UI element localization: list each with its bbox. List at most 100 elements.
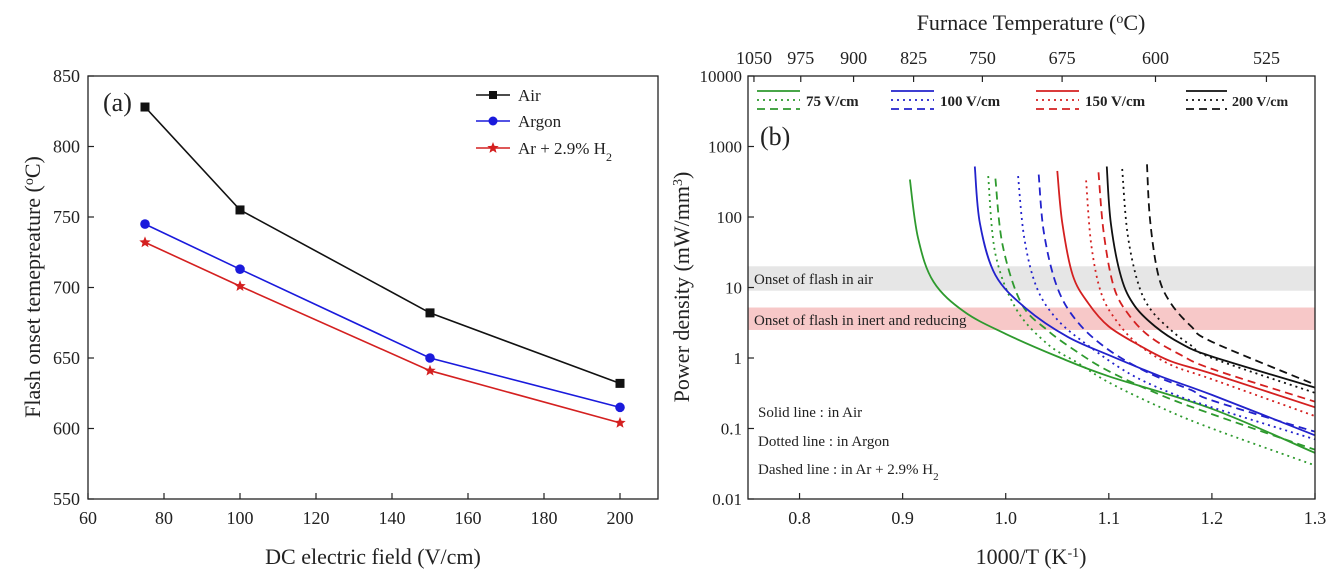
y-tick-label: 600 xyxy=(53,419,80,439)
field-legend-150: 150 V/cm xyxy=(1036,90,1146,110)
x-tick-label: 1.0 xyxy=(994,508,1017,528)
top-tick-label: 975 xyxy=(787,48,814,68)
top-tick-label: 750 xyxy=(969,48,996,68)
y-tick-label: 100 xyxy=(717,208,743,227)
legend-marker-ar-h2 xyxy=(487,142,499,153)
data-point-air xyxy=(425,308,435,318)
data-point-ar-2-9-h2 xyxy=(614,416,626,428)
field-legend-200: 200 V/cm xyxy=(1186,90,1288,110)
panel-b: 0.8 0.9 1.0 1.1 1.2 1.3 0.01 0.1 1 10 100 1000 10000… xyxy=(669,10,1326,569)
curve-150-v-cm-air xyxy=(1056,170,1315,409)
style-note-dashed: Dashed line : in Ar + 2.9% H2 xyxy=(758,462,939,483)
legend-label-air: Air xyxy=(518,86,541,105)
panel-b-field-legend: 75 V/cm 100 V/cm 150 V/cm 200 V/cm xyxy=(757,90,1288,110)
y-tick-label: 700 xyxy=(53,278,80,298)
field-legend-100: 100 V/cm xyxy=(891,90,1001,110)
y-tick-label: 10 xyxy=(725,279,742,298)
data-point-air xyxy=(235,205,245,215)
y-tick-label: 10000 xyxy=(700,67,743,86)
x-tick-label: 80 xyxy=(155,508,173,528)
data-point-air xyxy=(615,378,625,388)
curve-200-v-cm-argon xyxy=(1121,168,1315,394)
top-tick-label: 900 xyxy=(840,48,867,68)
curve-100-v-cm-air xyxy=(973,166,1315,437)
series-line-air xyxy=(144,106,621,385)
panel-a-label: (a) xyxy=(103,88,132,117)
band-label-inert: Onset of flash in inert and reducing xyxy=(754,313,967,329)
top-tick-label: 525 xyxy=(1253,48,1280,68)
panel-b-curves xyxy=(909,164,1315,467)
curve-200-v-cm-air xyxy=(1105,166,1315,389)
legend-marker-air xyxy=(489,91,497,99)
field-legend-75: 75 V/cm xyxy=(757,90,859,110)
legend-label-ar-h2: Ar + 2.9% H2 xyxy=(518,139,612,164)
field-legend-label-75: 75 V/cm xyxy=(806,94,859,110)
band-onset-of-flash-in-air xyxy=(748,266,1315,291)
y-tick-label: 650 xyxy=(53,348,80,368)
curve-150-v-cm-argon xyxy=(1085,180,1315,417)
top-tick-label: 675 xyxy=(1049,48,1076,68)
field-legend-label-100: 100 V/cm xyxy=(940,94,1001,110)
x-tick-label: 120 xyxy=(303,508,330,528)
x-tick-label: 180 xyxy=(531,508,558,528)
top-tick-label: 600 xyxy=(1142,48,1169,68)
y-tick-label: 800 xyxy=(53,137,80,157)
panel-a-ticks: 60 80 100 120 140 160 180 200 550 600 650 700 750 800… xyxy=(53,66,634,528)
curve-100-v-cm-ar-2-9-h2 xyxy=(1037,174,1315,433)
y-tick-label: 1000 xyxy=(708,138,742,157)
panel-a-x-axis-label: DC electric field (V/cm) xyxy=(265,544,481,569)
series-line-ar-2-9-h2 xyxy=(144,241,621,424)
top-tick-label: 1050 xyxy=(736,48,772,68)
curve-100-v-cm-argon xyxy=(1017,176,1315,441)
data-point-argon xyxy=(425,353,435,363)
panel-b-ticks: 0.8 0.9 1.0 1.1 1.2 1.3 0.01 0.1 1 10 100 1000 10000… xyxy=(700,48,1327,528)
panel-b-x-axis-label: 1000/T (K-1) xyxy=(976,544,1087,569)
y-tick-label: 750 xyxy=(53,207,80,227)
x-tick-label: 1.2 xyxy=(1201,508,1224,528)
series-line-argon xyxy=(144,223,621,409)
band-label-air: Onset of flash in air xyxy=(754,272,873,288)
x-tick-label: 1.3 xyxy=(1304,508,1327,528)
x-tick-label: 200 xyxy=(607,508,634,528)
data-point-argon xyxy=(235,264,245,274)
panel-a-marks xyxy=(139,102,626,428)
x-tick-label: 100 xyxy=(227,508,254,528)
band-onset-of-flash-in-inert-and-reducing xyxy=(748,307,1315,330)
y-tick-label: 0.01 xyxy=(712,490,742,509)
top-tick-label: 825 xyxy=(900,48,927,68)
data-point-ar-2-9-h2 xyxy=(139,236,151,248)
panel-a-legend: Air Argon Ar + 2.9% H2 xyxy=(476,86,612,164)
data-point-argon xyxy=(140,219,150,229)
panel-a-y-axis-label: Flash onset temepreature (oC) xyxy=(20,156,45,418)
curve-75-v-cm-air xyxy=(909,179,1315,454)
panel-b-bands xyxy=(748,266,1315,330)
data-point-ar-2-9-h2 xyxy=(424,364,436,376)
curve-200-v-cm-ar-2-9-h2 xyxy=(1146,164,1315,386)
curve-75-v-cm-ar-2-9-h2 xyxy=(994,178,1315,451)
y-tick-label: 850 xyxy=(53,66,80,86)
panel-b-label: (b) xyxy=(760,122,790,151)
x-tick-label: 1.1 xyxy=(1098,508,1121,528)
field-legend-label-150: 150 V/cm xyxy=(1085,94,1146,110)
field-legend-label-200: 200 V/cm xyxy=(1232,95,1288,110)
legend-label-argon: Argon xyxy=(518,112,562,131)
data-point-ar-2-9-h2 xyxy=(234,280,246,291)
x-tick-label: 160 xyxy=(455,508,482,528)
line-style-notes: Solid line : in Air Dotted line : in Arg… xyxy=(758,405,939,483)
legend-marker-argon xyxy=(488,116,498,126)
panel-b-y-axis-label: Power density (mW/mm3) xyxy=(669,172,694,403)
x-tick-label: 140 xyxy=(379,508,406,528)
x-tick-label: 0.8 xyxy=(788,508,811,528)
y-tick-label: 550 xyxy=(53,489,80,509)
panel-b-top-axis-label: Furnace Temperature (oC) xyxy=(917,10,1146,35)
style-note-dotted: Dotted line : in Argon xyxy=(758,434,890,450)
style-note-solid: Solid line : in Air xyxy=(758,405,862,421)
x-tick-label: 60 xyxy=(79,508,97,528)
panel-a: 60 80 100 120 140 160 180 200 550 600 650 700 750 800… xyxy=(20,66,659,569)
x-tick-label: 0.9 xyxy=(891,508,914,528)
curve-150-v-cm-ar-2-9-h2 xyxy=(1097,172,1315,403)
y-tick-label: 1 xyxy=(734,349,743,368)
y-tick-label: 0.1 xyxy=(721,420,742,439)
data-point-air xyxy=(140,102,150,112)
